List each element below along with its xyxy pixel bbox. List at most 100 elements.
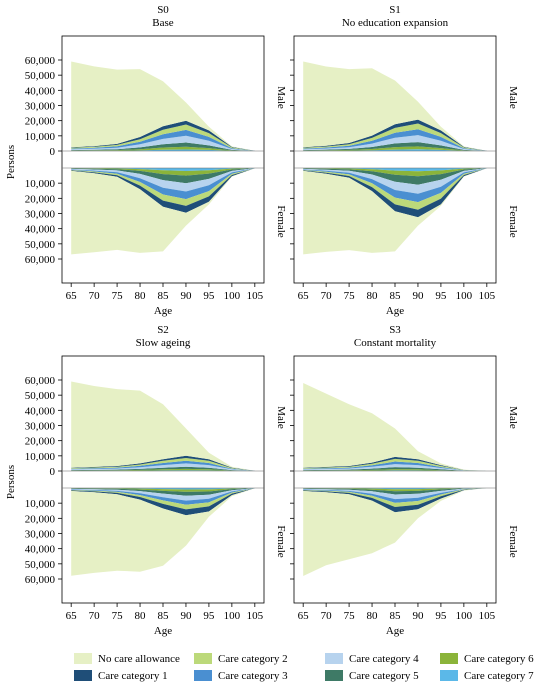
x-tick-label: 95 [435,610,447,622]
y-tick-label: 30,000 [25,101,56,113]
legend-swatch [440,653,458,664]
legend-swatch [194,653,212,664]
area-female-care-category-3 [71,488,255,505]
x-tick-label: 75 [344,290,356,302]
area-male-care-category-3 [71,460,255,471]
y-tick-label: 10,000 [25,451,56,463]
x-tick-label: 100 [456,610,473,622]
area-male-care-category-1 [303,119,487,151]
x-tick-label: 100 [456,290,473,302]
x-tick-label: 90 [180,290,192,302]
x-axis-label: Age [154,625,172,637]
area-male-care-category-5 [303,142,487,151]
legend-item-care-category-1: Care category 1 [74,670,168,682]
x-tick-label: 90 [180,610,192,622]
legend-swatch [325,670,343,681]
x-axis-label: Age [386,305,404,317]
y-tick-label: 40,000 [25,544,56,556]
y-tick-label: 10,000 [25,131,56,143]
y-tick-label: 0 [50,146,56,158]
facet-label-female: Female [275,205,287,237]
legend-label: Care category 4 [349,653,419,665]
y-tick-label: 60,000 [25,55,56,67]
area-female-care-category-4 [71,488,255,501]
y-tick-label: 60,000 [25,254,56,266]
y-tick-label: 60,000 [25,574,56,586]
area-female-care-category-5 [71,488,255,496]
area-male-care-category-2 [71,124,255,151]
area-female-care-category-4 [303,488,487,500]
legend-item-care-category-7: Care category 7 [440,670,534,682]
legend-item-no-care-allowance: No care allowance [74,653,180,665]
area-female-care-category-7 [71,488,255,490]
y-axis-label-top: Persons [5,145,17,179]
area-male-care-category-4 [303,464,487,471]
area-female-care-category-1 [71,168,255,213]
x-tick-label: 70 [321,610,333,622]
area-male-care-category-4 [303,135,487,151]
area-male-care-category-7 [303,149,487,151]
y-tick-label: 20,000 [25,513,56,525]
area-female-care-category-4 [71,168,255,192]
y-tick-label: 40,000 [25,224,56,236]
y-axis-label-bottom: Persons [5,465,17,499]
y-tick-label: 20,000 [25,193,56,205]
area-female-care-category-6 [71,168,255,176]
facet-label-female: Female [507,525,519,557]
x-axis-label: Age [154,305,172,317]
x-tick-label: 80 [135,290,147,302]
area-male-care-category-1 [71,455,255,471]
area-female-care-category-1 [303,168,487,218]
x-tick-label: 85 [158,290,170,302]
legend-label: Care category 3 [218,670,288,682]
y-tick-label: 60,000 [25,375,56,387]
panel-title: S3 [389,324,401,336]
area-female-care-category-1 [303,488,487,513]
area-female-care-category-7 [71,168,255,171]
area-male-care-category-3 [71,129,255,151]
legend-item-care-category-5: Care category 5 [325,670,419,682]
y-tick-label: 50,000 [25,239,56,251]
y-tick-label: 30,000 [25,421,56,433]
area-male-care-category-6 [71,146,255,151]
legend-swatch [74,653,92,664]
legend-label: Care category 1 [98,670,168,682]
legend-label: Care category 7 [464,670,534,682]
area-male-no-care-allowance [303,383,487,471]
x-tick-label: 70 [321,290,333,302]
legend-swatch [325,653,343,664]
legend-item-care-category-3: Care category 3 [194,670,288,682]
area-female-care-category-2 [303,488,487,507]
facet-label-male: Male [275,86,287,109]
area-male-care-category-6 [71,468,255,471]
legend-label: Care category 5 [349,670,419,682]
area-female-care-category-5 [303,488,487,495]
area-female-care-category-3 [303,168,487,203]
legend-label: Care category 2 [218,653,288,665]
area-male-no-care-allowance [71,381,255,471]
y-tick-label: 0 [50,466,56,478]
legend: No care allowance Care category 1 Care cat… [74,653,534,682]
area-male-care-category-2 [71,458,255,471]
x-tick-label: 100 [224,290,241,302]
area-female-no-care-allowance [71,488,255,576]
x-tick-label: 85 [158,610,170,622]
y-tick-label: 10,000 [25,178,56,190]
x-tick-label: 90 [412,610,424,622]
x-tick-label: 70 [89,610,101,622]
panel-subtitle: No education expansion [342,17,449,29]
area-female-care-category-2 [71,488,255,510]
area-female-no-care-allowance [303,168,487,255]
x-tick-label: 65 [66,610,78,622]
area-male-care-category-3 [303,129,487,151]
area-female-care-category-5 [71,168,255,184]
area-female-care-category-3 [303,488,487,503]
facet-label-male: Male [507,406,519,429]
area-male-care-category-4 [71,463,255,471]
area-female-no-care-allowance [71,168,255,255]
area-female-care-category-6 [303,168,487,177]
female-areas [303,168,487,255]
area-female-care-category-6 [71,488,255,492]
